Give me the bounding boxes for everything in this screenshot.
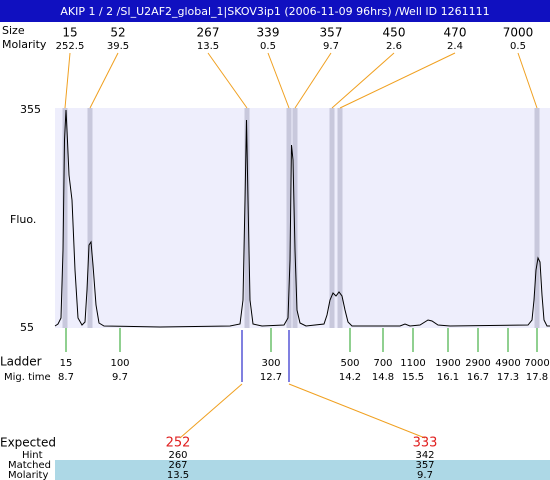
peak-size: 15 — [62, 26, 77, 40]
plot-area — [55, 108, 550, 328]
expected-value: 252 — [166, 436, 191, 451]
size-label: Size — [2, 24, 25, 37]
molarity-value: 13.5 — [167, 470, 189, 480]
matched-label: Matched — [8, 460, 51, 471]
peak-connector — [64, 52, 71, 109]
peak-band — [534, 108, 540, 328]
ladder-size: 2900 — [465, 358, 490, 369]
peak-band — [286, 108, 292, 328]
peak-band — [87, 108, 93, 328]
peak-molarity: 9.7 — [323, 41, 339, 52]
mig-time: 12.7 — [260, 372, 282, 383]
peak-band — [244, 108, 250, 328]
mig-time: 9.7 — [112, 372, 128, 383]
peak-band — [292, 108, 298, 328]
ladder-label: Ladder — [0, 355, 42, 369]
molarity-label: Molarity — [2, 38, 47, 51]
ladder-size: 700 — [373, 358, 392, 369]
molarity-value: 9.7 — [417, 470, 433, 480]
peak-size: 7000 — [503, 26, 534, 40]
mig-time: 15.5 — [402, 372, 424, 383]
ladder-size: 1900 — [435, 358, 460, 369]
y-bottom-label: 55 — [20, 321, 34, 334]
hint-label: Hint — [22, 450, 43, 461]
ladder-size: 4900 — [495, 358, 520, 369]
peak-size: 470 — [444, 26, 467, 40]
ladder-size: 500 — [340, 358, 359, 369]
mig-time: 17.3 — [497, 372, 519, 383]
hint-value: 342 — [415, 450, 434, 461]
peak-band — [329, 108, 335, 328]
peak-molarity: 2.4 — [447, 41, 463, 52]
peak-molarity: 252.5 — [56, 41, 85, 52]
title: AKIP 1 / 2 /SI_U2AF2_global_1|SKOV3ip1 (… — [60, 5, 489, 18]
ladder-size: 15 — [60, 358, 73, 369]
y-top-label: 355 — [20, 103, 41, 116]
y-axis-label: Fluo. — [10, 213, 36, 226]
peak-size: 339 — [257, 26, 280, 40]
peak-connector — [207, 52, 248, 109]
peak-molarity: 0.5 — [510, 41, 526, 52]
ladder-size: 7000 — [524, 358, 549, 369]
mig-time-label: Mig. time — [4, 372, 51, 383]
matched-value: 267 — [168, 460, 187, 471]
peak-band — [62, 108, 68, 328]
mig-time: 8.7 — [58, 372, 74, 383]
peak-connector — [267, 52, 290, 109]
expected-label: Expected — [0, 436, 56, 450]
ladder-size: 100 — [110, 358, 129, 369]
peak-size: 450 — [383, 26, 406, 40]
connector — [179, 383, 243, 439]
peak-molarity: 39.5 — [107, 41, 129, 52]
peak-molarity: 2.6 — [386, 41, 402, 52]
trace — [54, 109, 550, 328]
hint-value: 260 — [168, 450, 187, 461]
peak-bands — [62, 108, 540, 328]
matched-value: 357 — [415, 460, 434, 471]
peak-connector — [517, 52, 538, 109]
connector — [288, 383, 426, 439]
peak-size: 267 — [197, 26, 220, 40]
title-bar — [0, 0, 550, 22]
peak-connector — [331, 52, 395, 109]
mig-time: 17.8 — [526, 372, 548, 383]
expected-value: 333 — [413, 436, 438, 451]
peak-size: 357 — [320, 26, 343, 40]
ladder-size: 1100 — [400, 358, 425, 369]
peak-connector — [89, 52, 119, 109]
peak-connector — [339, 52, 456, 109]
peak-size: 52 — [110, 26, 125, 40]
matched-band — [55, 460, 550, 480]
peak-connector — [294, 52, 332, 109]
molarity-row-label: Molarity — [8, 470, 48, 480]
ladder-size: 300 — [261, 358, 280, 369]
peak-band — [337, 108, 343, 328]
peak-molarity: 0.5 — [260, 41, 276, 52]
mig-time: 16.7 — [467, 372, 489, 383]
mig-time: 14.8 — [372, 372, 394, 383]
mig-time: 16.1 — [437, 372, 459, 383]
peak-molarity: 13.5 — [197, 41, 219, 52]
mig-time: 14.2 — [339, 372, 361, 383]
